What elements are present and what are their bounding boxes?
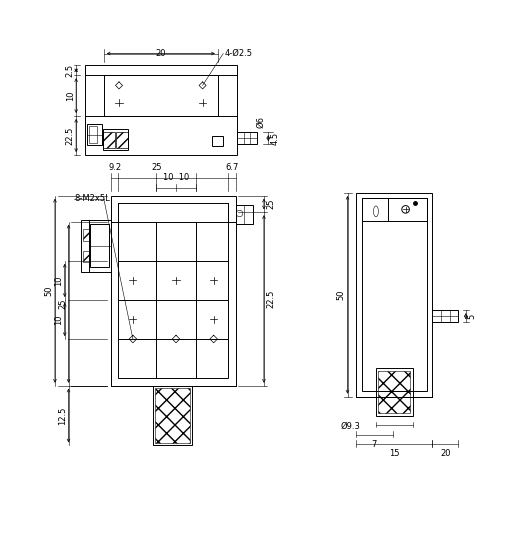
- Bar: [236, 205, 253, 224]
- Text: 25: 25: [152, 163, 162, 172]
- Text: 10: 10: [54, 275, 63, 286]
- Text: 4-Ø2.5: 4-Ø2.5: [224, 49, 252, 58]
- Bar: [103, 130, 128, 150]
- Bar: [361, 199, 427, 221]
- Bar: [89, 126, 97, 143]
- Bar: [81, 220, 111, 272]
- Text: Ø9.3: Ø9.3: [341, 422, 361, 431]
- Text: Ø6: Ø6: [257, 116, 266, 128]
- Bar: [83, 229, 89, 241]
- Bar: [356, 193, 432, 397]
- Text: 20: 20: [156, 49, 166, 58]
- Text: 10: 10: [66, 90, 74, 101]
- Bar: [87, 124, 102, 145]
- Bar: [111, 196, 236, 386]
- Bar: [103, 132, 115, 148]
- Text: 5: 5: [468, 314, 477, 319]
- Text: 25: 25: [58, 299, 67, 309]
- Text: 10  10: 10 10: [163, 173, 189, 182]
- Text: 50: 50: [337, 289, 345, 300]
- Bar: [361, 199, 427, 391]
- Text: 9.2: 9.2: [108, 163, 121, 172]
- Bar: [237, 132, 257, 144]
- Text: 22.5: 22.5: [66, 126, 74, 145]
- Text: 10: 10: [54, 314, 63, 325]
- Bar: [212, 136, 223, 146]
- Bar: [83, 251, 89, 263]
- Bar: [104, 75, 218, 116]
- Text: 7: 7: [372, 440, 377, 449]
- Text: 25: 25: [266, 199, 275, 209]
- Text: 15: 15: [389, 449, 400, 458]
- Text: 22.5: 22.5: [266, 290, 275, 308]
- Bar: [432, 310, 458, 322]
- Text: 4.5: 4.5: [270, 132, 279, 145]
- Bar: [118, 203, 228, 378]
- Bar: [85, 66, 237, 155]
- Text: 2.5: 2.5: [66, 64, 74, 77]
- Bar: [90, 224, 110, 266]
- Bar: [376, 369, 413, 415]
- Text: 20: 20: [440, 449, 450, 458]
- Text: 12.5: 12.5: [58, 406, 67, 424]
- Bar: [116, 132, 128, 148]
- Text: 50: 50: [44, 286, 53, 296]
- Bar: [156, 388, 190, 443]
- Bar: [153, 386, 192, 445]
- Text: 8-M2x5L: 8-M2x5L: [74, 194, 110, 203]
- Text: 6.7: 6.7: [225, 163, 238, 172]
- Bar: [378, 371, 410, 413]
